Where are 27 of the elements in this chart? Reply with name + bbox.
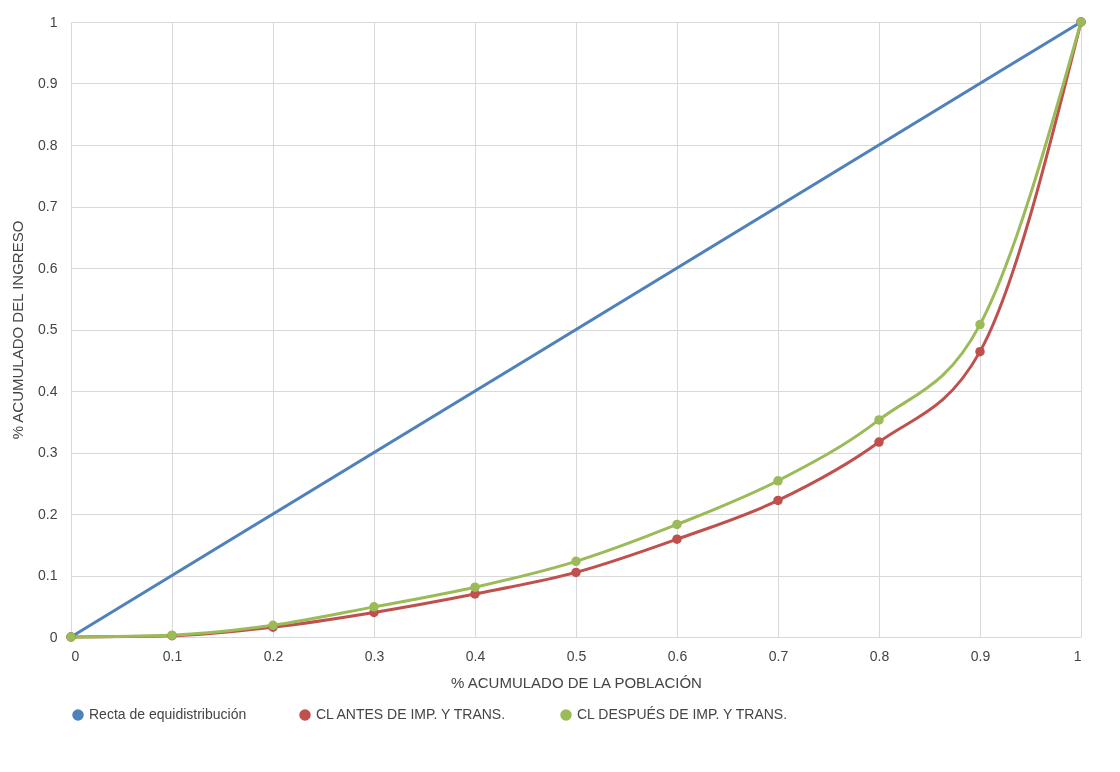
legend-label: CL DESPUÉS DE IMP. Y TRANS. — [577, 706, 788, 722]
y-tick-label: 0.9 — [38, 75, 58, 91]
x-tick-label: 0.8 — [869, 647, 890, 664]
x-tick-label: 0.5 — [566, 647, 587, 664]
y-tick-label: 0.7 — [38, 198, 58, 214]
y-tick-label: 0.5 — [38, 321, 58, 337]
y-tick-label: 1 — [49, 13, 58, 30]
x-tick-label: 0.6 — [667, 647, 688, 664]
x-tick-label: 0.2 — [263, 647, 284, 664]
x-tick-label: 1 — [1073, 647, 1082, 664]
y-tick-label: 0.3 — [38, 444, 58, 460]
y-tick-label: 0 — [49, 628, 58, 645]
x-tick-label: 0 — [71, 647, 80, 664]
x-tick-label: 0.1 — [162, 647, 183, 664]
x-axis-title: % ACUMULADO DE LA POBLACIÓN — [451, 673, 702, 691]
x-tick-label: 0.9 — [970, 647, 991, 664]
x-tick-label: 0.3 — [364, 647, 385, 664]
y-axis-title: % ACUMULADO DEL INGRESO — [9, 220, 27, 440]
y-tick-label: 0.4 — [38, 382, 58, 399]
y-tick-label: 0.6 — [38, 259, 58, 276]
y-tick-label: 0.1 — [38, 567, 58, 583]
legend-label: Recta de equidistribución — [89, 706, 247, 722]
legend-label: CL ANTES DE IMP. Y TRANS. — [316, 706, 506, 722]
x-tick-label: 0.7 — [768, 647, 789, 664]
x-tick-label: 0.4 — [465, 647, 486, 664]
y-tick-label: 0.8 — [38, 136, 58, 153]
y-tick-label: 0.2 — [38, 505, 58, 522]
